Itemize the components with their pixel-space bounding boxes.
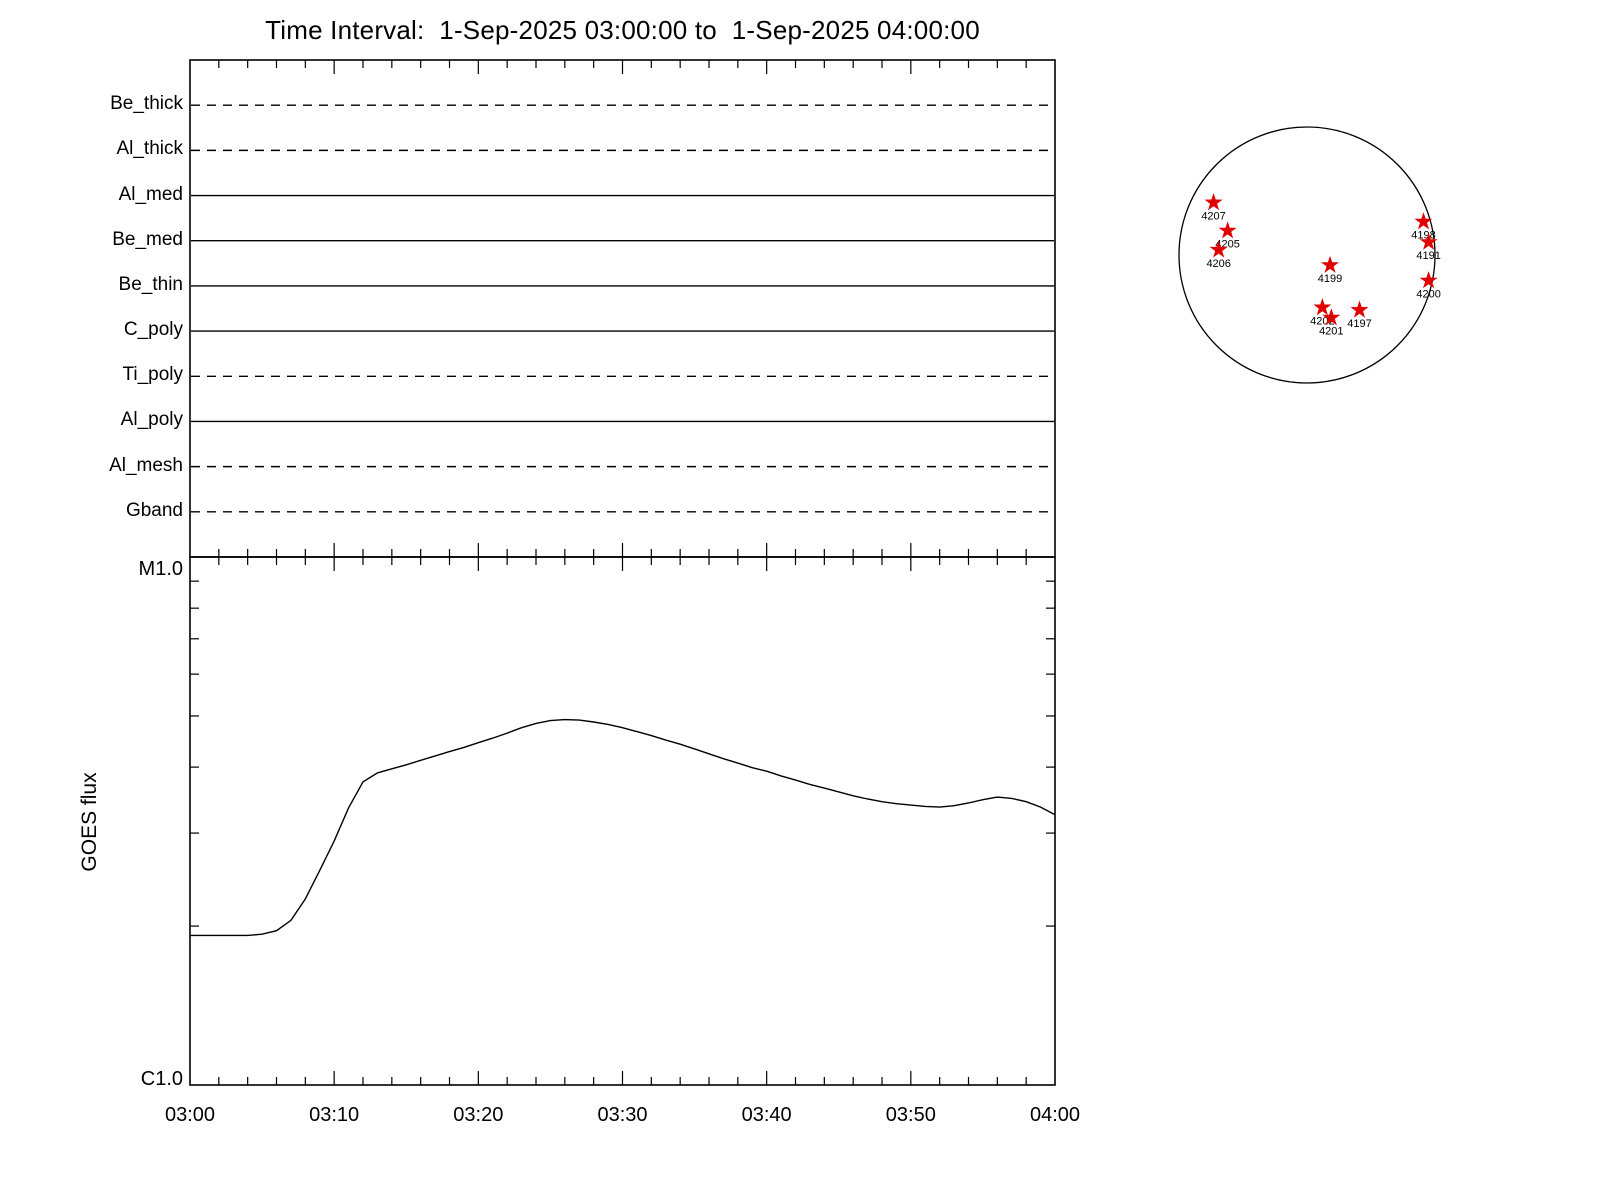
- filter-label-Be_med: Be_med: [112, 228, 183, 250]
- active-region-star-4191: [1419, 232, 1438, 250]
- active-region-star-4199: [1321, 255, 1340, 273]
- active-region-label-4207: 4207: [1201, 211, 1225, 223]
- filter-label-Al_thick: Al_thick: [116, 138, 183, 160]
- goes-panel-frame: [189, 556, 1056, 1086]
- filter-label-Al_med: Al_med: [118, 183, 183, 205]
- solar-disk: [1178, 126, 1436, 384]
- active-region-label-4199: 4199: [1318, 273, 1342, 285]
- x-tick-label: 03:00: [164, 1104, 216, 1126]
- active-region-star-4207: [1204, 193, 1223, 211]
- x-tick-label: 04:00: [1029, 1104, 1081, 1126]
- active-region-label-4191: 4191: [1416, 250, 1440, 262]
- active-region-label-4201: 4201: [1319, 326, 1343, 338]
- active-region-label-4200: 4200: [1416, 289, 1440, 301]
- x-tick-label: 03:30: [597, 1104, 648, 1126]
- active-region-star-4201: [1322, 308, 1341, 326]
- active-region-star-4200: [1419, 271, 1438, 289]
- active-region-star-4202: [1313, 298, 1332, 316]
- active-region-label-4197: 4197: [1347, 318, 1371, 330]
- filter-label-C_poly: C_poly: [123, 319, 183, 341]
- filter-label-Gband: Gband: [125, 499, 183, 521]
- filter-label-Be_thin: Be_thin: [118, 273, 183, 295]
- active-region-star-4205: [1218, 221, 1237, 239]
- filter-label-Be_thick: Be_thick: [110, 93, 183, 115]
- filter-label-Ti_poly: Ti_poly: [122, 364, 183, 386]
- active-region-star-4197: [1350, 300, 1369, 318]
- x-tick-label: 03:40: [741, 1104, 792, 1126]
- filter-label-Al_mesh: Al_mesh: [109, 454, 183, 476]
- x-tick-label: 03:20: [453, 1104, 504, 1126]
- x-tick-label: 03:50: [885, 1104, 936, 1126]
- active-region-label-4206: 4206: [1206, 258, 1230, 270]
- plot-title: Time Interval: 1-Sep-2025 03:00:00 to 1-…: [265, 15, 980, 45]
- active-region-star-4198: [1414, 212, 1433, 230]
- y-min-label: C1.0: [140, 1068, 183, 1090]
- y-max-label: M1.0: [138, 558, 183, 580]
- filter-panel-frame: [189, 59, 1056, 558]
- x-tick-label: 03:10: [309, 1104, 360, 1126]
- filter-label-Al_poly: Al_poly: [120, 409, 183, 431]
- goes-flux-curve: [190, 718, 1056, 937]
- active-region-star-4206: [1209, 240, 1228, 258]
